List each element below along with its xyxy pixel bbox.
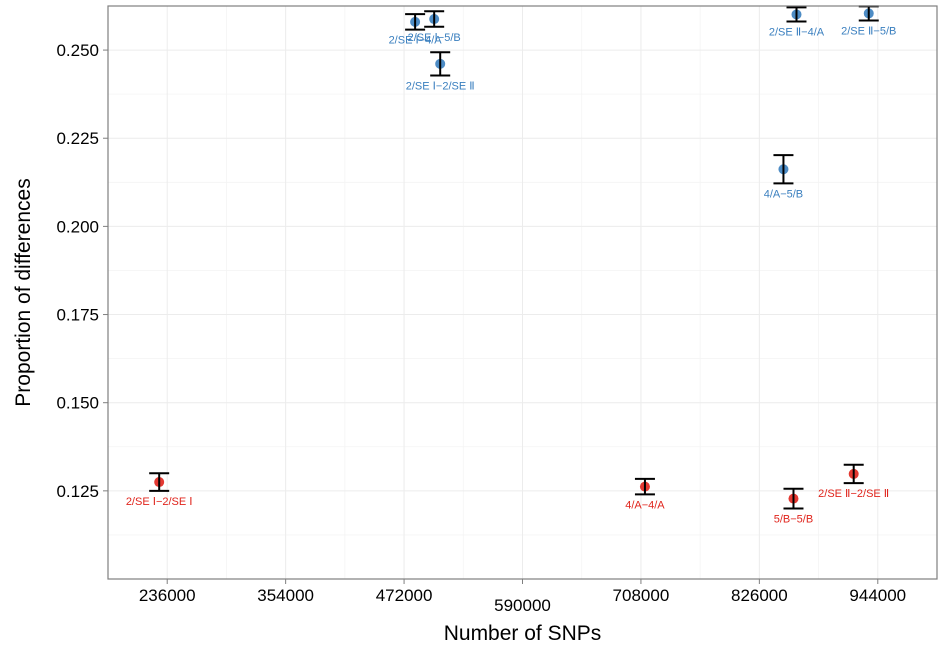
x-tick-label: 826000 — [731, 586, 788, 605]
data-point-group: 2/SE Ⅱ−2/SE Ⅱ — [818, 463, 889, 500]
data-marks: 2/SE Ⅰ−4/A2/SE Ⅰ−5/B 2/SE Ⅰ−2/SE Ⅱ 4/A−5/B… — [126, 5, 896, 525]
data-point-group: 2/SE Ⅰ−4/A — [389, 13, 443, 47]
data-point-group: 4/A−5/B — [764, 154, 803, 200]
y-axis-title: Proportion of differences — [12, 178, 35, 406]
x-axis-title: Number of SNPs — [444, 622, 602, 645]
data-label: 2/SE Ⅱ−2/SE Ⅱ — [818, 488, 889, 500]
y-tick-label: 0.200 — [56, 217, 99, 236]
data-label: 5/B−5/B — [774, 513, 813, 525]
data-label: 2/SE Ⅰ−2/SE Ⅱ — [406, 80, 475, 92]
x-tick-label: 708000 — [613, 586, 670, 605]
data-point-group: 2/SE Ⅰ−2/SE Ⅰ — [126, 472, 193, 508]
y-tick-label: 0.250 — [56, 41, 99, 60]
x-tick-label: 236000 — [139, 586, 196, 605]
data-label: 2/SE Ⅱ−4/A — [769, 27, 825, 39]
data-label: 2/SE Ⅰ−2/SE Ⅰ — [126, 496, 193, 508]
data-label: 2/SE Ⅰ−5/B — [408, 32, 461, 44]
x-tick-label: 472000 — [376, 586, 433, 605]
y-tick-label: 0.175 — [56, 306, 99, 325]
x-axis: 236000 354000 472000 590000 708000 826000 9440… — [139, 579, 906, 615]
data-label: 2/SE Ⅱ−5/B — [841, 25, 896, 37]
x-tick-label: 944000 — [849, 586, 906, 605]
data-label: 4/A−4/A — [625, 499, 665, 511]
x-tick-label: 354000 — [257, 586, 314, 605]
y-tick-label: 0.150 — [56, 394, 99, 413]
data-point-group: 2/SE Ⅰ−5/B — [408, 10, 461, 44]
data-point-group: 2/SE Ⅱ−4/A — [769, 6, 825, 39]
y-tick-label: 0.225 — [56, 129, 99, 148]
data-label: 2/SE Ⅰ−4/A — [389, 35, 443, 47]
data-point-group: 2/SE Ⅰ−2/SE Ⅱ — [406, 51, 475, 92]
data-point-group: 5/B−5/B — [774, 487, 813, 525]
data-label: 4/A−5/B — [764, 188, 803, 200]
y-tick-label: 0.125 — [56, 482, 99, 501]
y-axis: 0.125 0.150 0.175 0.200 0.225 0.250 — [56, 41, 108, 501]
x-tick-label: 590000 — [494, 596, 551, 615]
data-point-group: 4/A−4/A — [625, 477, 665, 511]
